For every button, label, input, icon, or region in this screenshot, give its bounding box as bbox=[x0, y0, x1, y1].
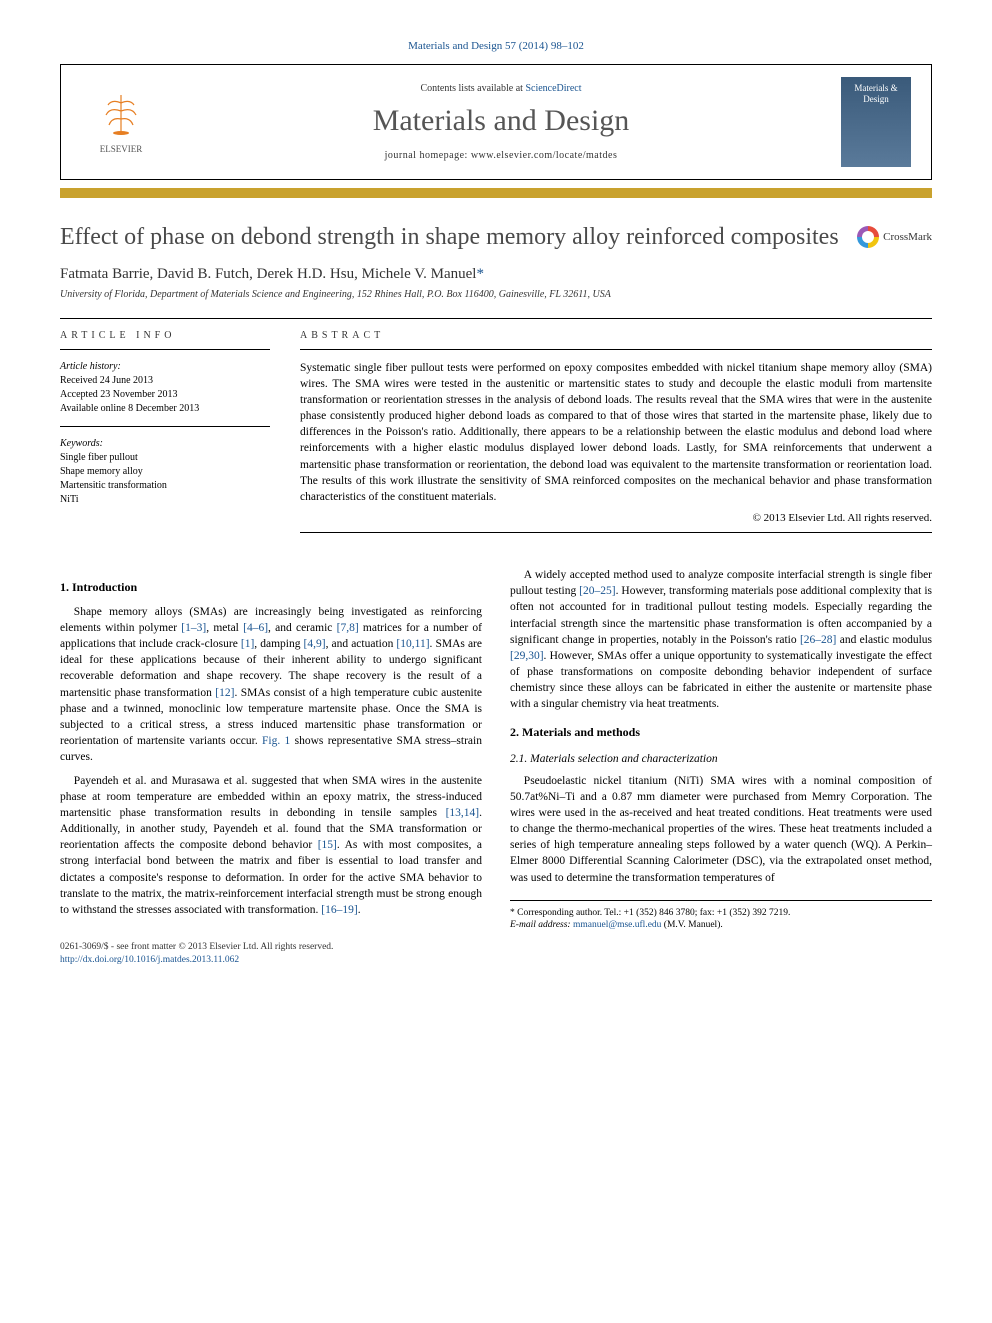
publisher-name: ELSEVIER bbox=[100, 144, 143, 154]
keyword: Shape memory alloy bbox=[60, 465, 270, 479]
contents-line: Contents lists available at ScienceDirec… bbox=[161, 83, 841, 94]
abstract-divider bbox=[300, 349, 932, 350]
abstract-copyright: © 2013 Elsevier Ltd. All rights reserved… bbox=[300, 511, 932, 526]
ref-link[interactable]: [4–6] bbox=[243, 622, 268, 634]
keywords-label: Keywords: bbox=[60, 437, 270, 451]
sciencedirect-link[interactable]: ScienceDirect bbox=[525, 83, 581, 94]
ref-link[interactable]: [1–3] bbox=[181, 622, 206, 634]
accepted: Accepted 23 November 2013 bbox=[60, 388, 270, 402]
homepage-url: www.elsevier.com/locate/matdes bbox=[471, 150, 618, 161]
online: Available online 8 December 2013 bbox=[60, 402, 270, 416]
info-divider2 bbox=[60, 426, 270, 427]
body-columns: 1. Introduction Shape memory alloys (SMA… bbox=[60, 567, 932, 931]
ref-link[interactable]: [16–19] bbox=[321, 904, 357, 916]
title-row: Effect of phase on debond strength in sh… bbox=[60, 222, 932, 252]
keyword: Martensitic transformation bbox=[60, 479, 270, 493]
email-line: E-mail address: mmanuel@mse.ufl.edu (M.V… bbox=[510, 919, 932, 931]
crossmark-badge[interactable]: CrossMark bbox=[857, 222, 932, 248]
citation-link[interactable]: Materials and Design 57 (2014) 98–102 bbox=[408, 40, 584, 52]
ref-link[interactable]: [26–28] bbox=[800, 634, 836, 646]
corr-author-line: * Corresponding author. Tel.: +1 (352) 8… bbox=[510, 907, 932, 919]
journal-homepage: journal homepage: www.elsevier.com/locat… bbox=[161, 150, 841, 161]
info-divider bbox=[60, 349, 270, 350]
history-block: Article history: Received 24 June 2013 A… bbox=[60, 360, 270, 416]
s1-p2: Payendeh et al. and Murasawa et al. sugg… bbox=[60, 773, 482, 918]
authors-line: Fatmata Barrie, David B. Futch, Derek H.… bbox=[60, 266, 932, 283]
ref-link[interactable]: [15] bbox=[318, 839, 337, 851]
abstract-block: ABSTRACT Systematic single fiber pullout… bbox=[300, 329, 932, 543]
ref-link[interactable]: [13,14] bbox=[446, 807, 480, 819]
s2-1-p1: Pseudoelastic nickel titanium (NiTi) SMA… bbox=[510, 773, 932, 886]
contents-prefix: Contents lists available at bbox=[420, 83, 525, 94]
publisher-logo-block: ELSEVIER bbox=[81, 92, 161, 152]
issn-line: 0261-3069/$ - see front matter © 2013 El… bbox=[60, 941, 932, 953]
ref-link[interactable]: [7,8] bbox=[337, 622, 359, 634]
keywords-block: Keywords: Single fiber pullout Shape mem… bbox=[60, 437, 270, 507]
abstract-header: ABSTRACT bbox=[300, 329, 932, 343]
keyword: NiTi bbox=[60, 493, 270, 507]
authors-text: Fatmata Barrie, David B. Futch, Derek H.… bbox=[60, 266, 476, 282]
cover-title: Materials & Design bbox=[845, 83, 907, 105]
email-link[interactable]: mmanuel@mse.ufl.edu bbox=[573, 920, 661, 930]
s1-p3: A widely accepted method used to analyze… bbox=[510, 567, 932, 712]
crossmark-icon bbox=[857, 226, 879, 248]
elsevier-logo-icon: ELSEVIER bbox=[91, 92, 151, 152]
received: Received 24 June 2013 bbox=[60, 374, 270, 388]
ref-link[interactable]: [10,11] bbox=[396, 638, 429, 650]
ref-link[interactable]: [12] bbox=[215, 687, 234, 699]
divider bbox=[60, 318, 932, 319]
gold-divider bbox=[60, 188, 932, 198]
abstract-bottom-divider bbox=[300, 532, 932, 533]
article-info: ARTICLE INFO Article history: Received 2… bbox=[60, 329, 270, 543]
section-2-title: 2. Materials and methods bbox=[510, 724, 932, 741]
section-1-title: 1. Introduction bbox=[60, 579, 482, 596]
journal-name: Materials and Design bbox=[161, 104, 841, 138]
doi-link[interactable]: http://dx.doi.org/10.1016/j.matdes.2013.… bbox=[60, 955, 239, 965]
journal-cover-thumb: Materials & Design bbox=[841, 77, 911, 167]
keyword: Single fiber pullout bbox=[60, 451, 270, 465]
email-label: E-mail address: bbox=[510, 920, 571, 930]
ref-link[interactable]: [20–25] bbox=[579, 585, 615, 597]
homepage-prefix: journal homepage: bbox=[385, 150, 471, 161]
article-title: Effect of phase on debond strength in sh… bbox=[60, 222, 841, 252]
bottom-meta: 0261-3069/$ - see front matter © 2013 El… bbox=[60, 941, 932, 966]
citation-header: Materials and Design 57 (2014) 98–102 bbox=[60, 40, 932, 52]
history-label: Article history: bbox=[60, 360, 270, 374]
s1-p1: Shape memory alloys (SMAs) are increasin… bbox=[60, 604, 482, 765]
ref-link[interactable]: [29,30] bbox=[510, 650, 544, 662]
journal-banner: ELSEVIER Contents lists available at Sci… bbox=[60, 64, 932, 180]
abstract-text: Systematic single fiber pullout tests we… bbox=[300, 360, 932, 505]
banner-center: Contents lists available at ScienceDirec… bbox=[161, 83, 841, 161]
fig-link[interactable]: Fig. 1 bbox=[262, 735, 290, 747]
ref-link[interactable]: [4,9] bbox=[304, 638, 326, 650]
email-name: (M.V. Manuel). bbox=[664, 920, 723, 930]
elsevier-tree-icon bbox=[98, 91, 144, 142]
info-abstract-row: ARTICLE INFO Article history: Received 2… bbox=[60, 329, 932, 543]
ref-link[interactable]: [1] bbox=[241, 638, 254, 650]
article-info-header: ARTICLE INFO bbox=[60, 329, 270, 343]
corresponding-author-footer: * Corresponding author. Tel.: +1 (352) 8… bbox=[510, 900, 932, 932]
corr-marker: * bbox=[476, 266, 484, 282]
affiliation: University of Florida, Department of Mat… bbox=[60, 289, 932, 300]
crossmark-label: CrossMark bbox=[883, 231, 932, 243]
section-2-1-title: 2.1. Materials selection and characteriz… bbox=[510, 751, 932, 767]
